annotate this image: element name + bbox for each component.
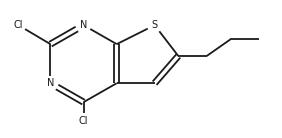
Text: Cl: Cl bbox=[79, 116, 88, 126]
Text: N: N bbox=[47, 78, 54, 88]
Text: N: N bbox=[80, 20, 87, 30]
Text: S: S bbox=[151, 20, 158, 30]
Text: Cl: Cl bbox=[14, 20, 23, 30]
